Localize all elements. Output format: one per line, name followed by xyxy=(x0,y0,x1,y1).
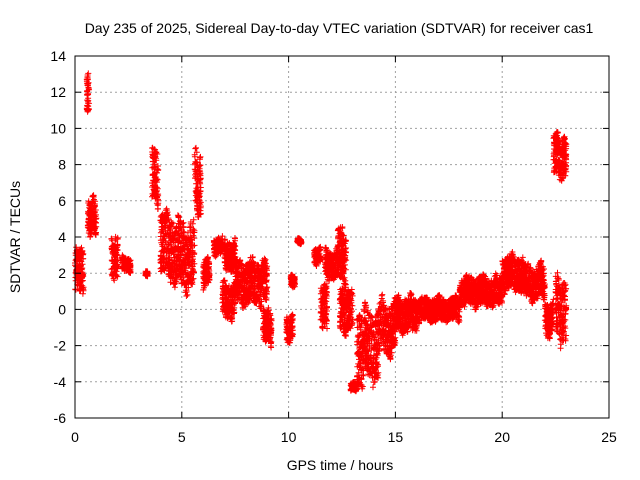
y-tick-label: 10 xyxy=(50,120,66,136)
y-tick-label: 14 xyxy=(50,48,66,64)
x-tick-label: 0 xyxy=(71,429,79,445)
chart-title: Day 235 of 2025, Sidereal Day-to-day VTE… xyxy=(85,20,594,36)
x-tick-label: 20 xyxy=(494,429,510,445)
x-ticks: 0 5 10 15 20 25 xyxy=(71,56,617,445)
x-tick-label: 25 xyxy=(601,429,617,445)
y-tick-label: -6 xyxy=(54,410,67,426)
x-tick-label: 10 xyxy=(281,429,297,445)
y-tick-label: 0 xyxy=(58,301,66,317)
data-points xyxy=(72,70,570,395)
y-tick-label: 8 xyxy=(58,157,66,173)
y-tick-label: 2 xyxy=(58,265,66,281)
x-axis-label: GPS time / hours xyxy=(287,457,394,473)
y-axis-label: SDTVAR / TECUs xyxy=(7,181,23,293)
y-tick-label: -4 xyxy=(54,374,67,390)
y-tick-label: 4 xyxy=(58,229,66,245)
x-tick-label: 15 xyxy=(388,429,404,445)
y-tick-label: -2 xyxy=(54,338,67,354)
scatter-markers xyxy=(72,70,570,395)
y-tick-label: 12 xyxy=(50,84,66,100)
y-ticks: -6 -4 -2 0 2 4 6 8 10 12 14 xyxy=(50,48,609,426)
x-tick-label: 5 xyxy=(178,429,186,445)
y-tick-label: 6 xyxy=(58,193,66,209)
